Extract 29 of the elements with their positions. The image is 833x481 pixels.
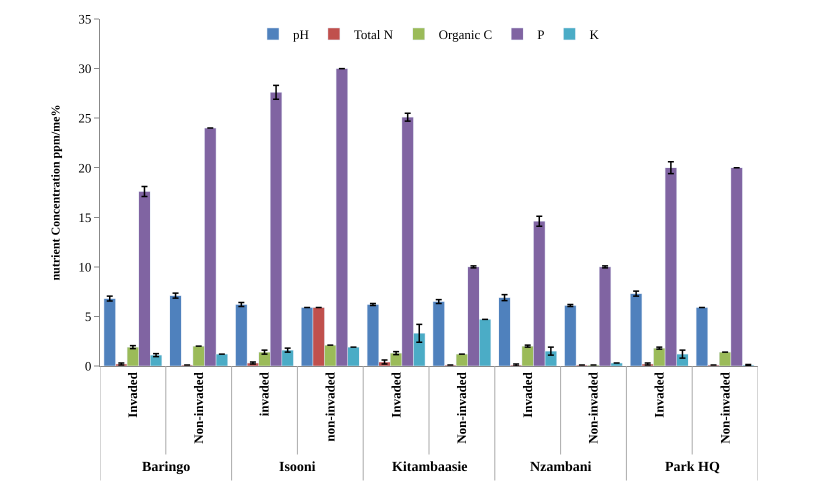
y-tick-label: 10 xyxy=(78,259,92,274)
y-tick-label: 35 xyxy=(78,12,92,27)
x-tick-label: invaded xyxy=(256,371,272,416)
y-tick-label: 5 xyxy=(84,308,92,324)
x-tick-label: Non-invaded xyxy=(586,371,601,444)
legend-label: pH xyxy=(293,27,309,42)
text: Isooni xyxy=(279,460,316,475)
text: Park HQ xyxy=(665,460,720,475)
text: Baringo xyxy=(142,460,190,475)
x-tick-label: Non-invaded xyxy=(190,371,206,444)
x-tick-label: Invaded xyxy=(652,371,667,418)
x-tick-label: Non-invaded xyxy=(717,371,732,444)
y-tick-label: 25 xyxy=(78,110,92,126)
y-tick-label: 30 xyxy=(78,61,92,76)
text: Kitambaasie xyxy=(392,460,468,475)
x-tick-label: non-invaded xyxy=(322,371,338,442)
legend-label: Organic C xyxy=(438,27,492,42)
x-tick-label: Invaded xyxy=(520,371,535,418)
legend-label: Total N xyxy=(354,27,394,42)
y-axis-title: nutrient Concentration ppm/me% xyxy=(48,104,63,280)
legend-label: P xyxy=(537,27,544,42)
y-tick-label: 15 xyxy=(78,210,92,225)
y-tick-label: 0 xyxy=(84,358,92,374)
y-tick-label: 20 xyxy=(78,160,92,176)
x-tick-label: Invaded xyxy=(125,371,140,418)
text: Nzambani xyxy=(530,460,592,475)
legend-label: K xyxy=(589,27,600,42)
x-tick-label: Non-invaded xyxy=(454,371,470,444)
x-tick-label: Invaded xyxy=(388,371,404,418)
